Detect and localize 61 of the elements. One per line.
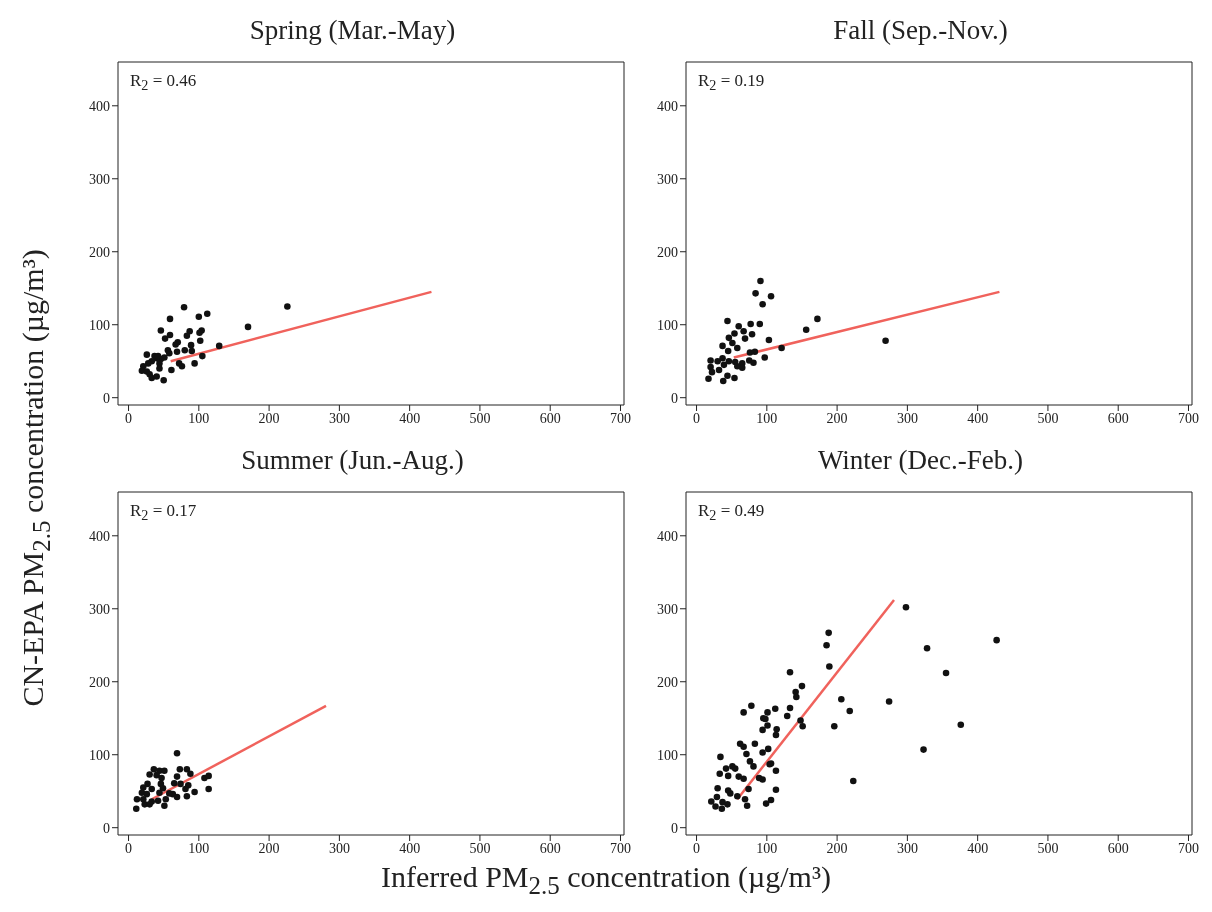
x-tick-label: 500 [469,410,491,426]
x-tick-label: 100 [756,840,778,856]
x-tick-label: 200 [258,840,280,856]
x-tick-label: 0 [693,410,701,426]
x-tick-label: 200 [826,840,848,856]
x-tick-label: 700 [609,840,631,856]
annotation: R$_{2}$ = 0.17 [130,501,197,525]
y-tick-label: 100 [657,317,678,333]
chart-title: Spring (Mar.-May) [248,14,457,47]
y-tick-label: 400 [89,98,110,114]
y-tick-label: 300 [89,601,110,617]
annotation: R$_{2}$ = 0.19 [698,71,765,95]
annotation: R$_{2}$ = 0.46 [130,71,197,95]
chart-title: Summer (Jun.-Aug.) [240,444,465,477]
y-tick-label: 200 [89,244,110,260]
y-tick-label: 100 [89,747,110,763]
x-tick-label: 600 [539,410,561,426]
chart-title: Winter (Dec.-Feb.) [816,444,1025,477]
y-tick-label: 400 [657,98,678,114]
x-tick-label: 600 [539,840,561,856]
y-tick-label: 0 [103,390,110,406]
x-tick-label: 600 [1107,410,1129,426]
annotation: R$_{2}$ = 0.49 [698,501,765,525]
y-tick-label: 0 [103,820,110,836]
x-tick-label: 100 [756,410,778,426]
chart-title: Fall (Sep.-Nov.) [832,14,1009,47]
y-tick-label: 300 [657,171,678,187]
x-tick-label: 0 [125,840,133,856]
y-tick-label: 300 [89,171,110,187]
x-tick-label: 700 [1177,410,1199,426]
y-tick-label: 400 [657,528,678,544]
x-tick-label: 0 [693,840,701,856]
x-tick-label: 100 [188,840,210,856]
y-tick-label: 0 [671,820,678,836]
x-tick-label: 400 [399,410,421,426]
x-tick-label: 100 [188,410,210,426]
y-tick-label: 400 [89,528,110,544]
y-tick-label: 0 [671,390,678,406]
x-tick-label: 500 [1037,840,1059,856]
x-tick-label: 200 [258,410,280,426]
y-tick-label: 300 [657,601,678,617]
x-tick-label: 300 [328,410,350,426]
x-tick-label: 200 [826,410,848,426]
x-tick-label: 400 [967,840,989,856]
x-tick-label: 300 [896,840,918,856]
y-tick-label: 200 [657,244,678,260]
x-tick-label: 300 [896,410,918,426]
y-tick-label: 100 [657,747,678,763]
x-tick-label: 400 [399,840,421,856]
x-tick-label: 600 [1107,840,1129,856]
y-tick-label: 200 [657,674,678,690]
x-tick-label: 700 [1177,840,1199,856]
x-tick-label: 500 [469,840,491,856]
x-tick-label: 700 [609,410,631,426]
x-tick-label: 0 [125,410,133,426]
x-tick-label: 400 [967,410,989,426]
x-tick-label: 300 [328,840,350,856]
x-tick-label: 500 [1037,410,1059,426]
x-axis-title: Inferred PM$_{2.5}$ concentration (µg/m³) [380,860,832,900]
y-tick-label: 200 [89,674,110,690]
y-tick-label: 100 [89,317,110,333]
